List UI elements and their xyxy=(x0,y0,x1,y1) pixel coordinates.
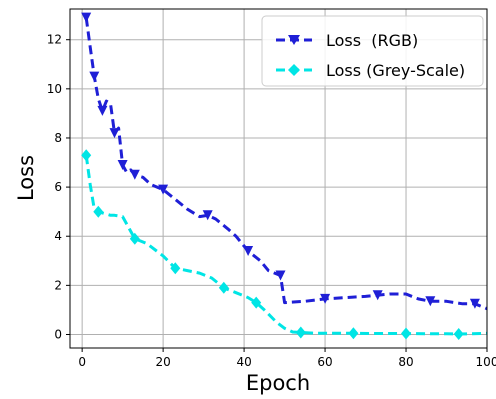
y-tick-label: 12 xyxy=(47,33,62,47)
y-tick-label: 4 xyxy=(54,229,62,243)
legend-rgb-marker xyxy=(288,35,300,45)
y-tick-label: 6 xyxy=(54,180,62,194)
x-tick-label: 80 xyxy=(398,355,413,369)
series-0-point xyxy=(275,270,286,281)
series-1-point xyxy=(81,149,92,162)
series-0-point xyxy=(97,105,108,116)
legend-rgb-label: Loss (RGB) xyxy=(326,31,418,50)
y-tick-label: 8 xyxy=(54,131,62,145)
grid xyxy=(70,9,488,348)
y-tick-label: 2 xyxy=(54,278,62,292)
x-axis-title: Epoch xyxy=(246,371,310,395)
series-0-point xyxy=(320,293,331,304)
series-1-point xyxy=(348,327,359,340)
x-tick-label: 0 xyxy=(78,355,86,369)
series-0-point xyxy=(117,160,128,170)
x-tick-label: 40 xyxy=(236,355,251,369)
series-0-point xyxy=(158,184,169,195)
y-tick-label: 10 xyxy=(47,82,62,96)
series-1-point xyxy=(251,296,262,309)
x-tick-label: 100 xyxy=(476,355,496,369)
series-1-point xyxy=(401,327,411,340)
plot-frame xyxy=(69,8,488,349)
series-0-point xyxy=(109,128,120,139)
legend: Loss (RGB) Loss (Grey-Scale) xyxy=(261,15,484,87)
series-1-point xyxy=(129,232,140,245)
series-1-point xyxy=(218,281,229,294)
y-tick-label: 0 xyxy=(54,327,62,341)
series-0-point xyxy=(129,169,140,180)
series-1-point xyxy=(295,326,306,339)
series-0-point xyxy=(372,290,383,301)
x-tick-label: 20 xyxy=(155,355,170,369)
legend-box xyxy=(261,15,484,87)
series-0-point xyxy=(89,71,100,82)
series-0-point xyxy=(202,210,213,221)
series-0-point xyxy=(425,296,436,307)
series-layer xyxy=(81,12,488,340)
legend-grey-marker xyxy=(288,64,300,76)
y-axis-title: Loss xyxy=(14,155,38,201)
series-line-0 xyxy=(84,17,488,311)
x-tick-label: 60 xyxy=(317,355,332,369)
series-1-point xyxy=(453,328,464,340)
tick-labels: 0 20 40 60 80 100 0 2 4 6 8 10 12 xyxy=(47,33,496,369)
series-1-point xyxy=(93,205,104,218)
series-0-point xyxy=(243,246,254,256)
series-line-1 xyxy=(84,154,488,336)
series-0-point xyxy=(469,298,480,309)
series-0-point xyxy=(81,12,92,23)
series-1-point xyxy=(170,262,181,275)
legend-grey-label: Loss (Grey-Scale) xyxy=(326,61,465,80)
